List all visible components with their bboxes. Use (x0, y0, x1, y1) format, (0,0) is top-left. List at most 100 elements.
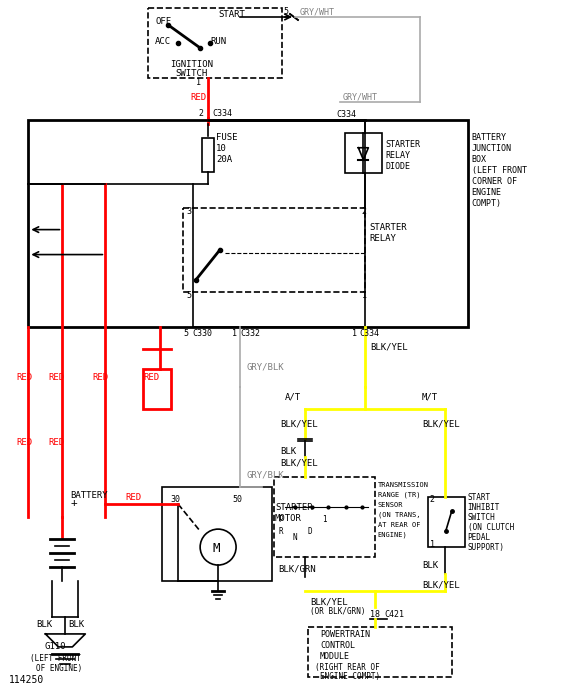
Text: 1: 1 (352, 329, 357, 338)
Text: C334: C334 (360, 329, 380, 338)
Text: SWITCH: SWITCH (468, 512, 496, 521)
Bar (143, 369, 171, 410)
Text: N: N (293, 532, 298, 542)
Text: D: D (308, 527, 312, 536)
Text: (OR BLK/GRN): (OR BLK/GRN) (310, 608, 366, 617)
Text: C330: C330 (192, 329, 212, 338)
Text: BLK/YEL: BLK/YEL (310, 598, 348, 606)
Text: BATTERY: BATTERY (70, 490, 108, 499)
Text: C332: C332 (240, 329, 260, 338)
Text: GRY/BLK: GRY/BLK (246, 471, 284, 480)
Text: 20A: 20A (216, 155, 232, 164)
Text: PEDAL: PEDAL (468, 532, 491, 542)
Text: G110: G110 (44, 642, 66, 652)
Text: INHIBIT: INHIBIT (468, 503, 500, 512)
Text: BLK/GRN: BLK/GRN (278, 565, 316, 573)
Text: RUN: RUN (210, 38, 226, 47)
Text: DIODE: DIODE (386, 162, 411, 172)
Text: BLK: BLK (36, 620, 53, 630)
Text: 1: 1 (196, 78, 201, 87)
Text: OF ENGINE): OF ENGINE) (36, 664, 83, 674)
Text: SENSOR: SENSOR (378, 502, 403, 508)
Text: MOTOR: MOTOR (275, 514, 302, 523)
Text: (ON CLUTCH: (ON CLUTCH (468, 523, 514, 532)
Text: (LEFT FRONT: (LEFT FRONT (31, 654, 81, 663)
Text: BLK/YEL: BLK/YEL (280, 420, 318, 429)
Text: MODULE: MODULE (320, 652, 350, 661)
Text: GRY/WHT: GRY/WHT (300, 8, 335, 16)
Text: STARTER: STARTER (275, 503, 312, 512)
Text: 5: 5 (183, 329, 188, 338)
Text: ENGINE): ENGINE) (378, 532, 408, 539)
Text: 1: 1 (430, 540, 435, 549)
Text: 10: 10 (216, 144, 227, 153)
Text: C334: C334 (212, 109, 232, 118)
Text: ACC: ACC (155, 38, 171, 47)
Text: (ON TRANS,: (ON TRANS, (378, 512, 420, 519)
Text: 2: 2 (198, 109, 203, 118)
Text: RED: RED (143, 373, 159, 382)
Text: STARTER: STARTER (386, 140, 421, 150)
Text: ENGINE COMPT): ENGINE COMPT) (320, 672, 380, 681)
Text: 114250: 114250 (9, 675, 44, 685)
Text: 2: 2 (362, 207, 367, 216)
Text: POWERTRAIN: POWERTRAIN (320, 630, 370, 639)
Text: SUPPORT): SUPPORT) (468, 543, 505, 552)
Text: A/T: A/T (285, 393, 301, 402)
Text: R: R (278, 527, 282, 536)
Text: 2: 2 (430, 495, 435, 504)
Text: BLK/YEL: BLK/YEL (422, 580, 459, 589)
Text: (RIGHT REAR OF: (RIGHT REAR OF (315, 663, 380, 672)
Text: 30: 30 (170, 495, 180, 504)
Text: FUSE: FUSE (216, 133, 238, 142)
Text: 5: 5 (186, 291, 191, 300)
Text: RELAY: RELAY (386, 151, 411, 161)
Text: M: M (212, 541, 219, 554)
Text: CONTROL: CONTROL (320, 641, 355, 650)
Text: 50: 50 (232, 495, 242, 504)
Text: START: START (468, 493, 491, 501)
Text: BLK: BLK (422, 560, 438, 569)
Text: C334: C334 (336, 110, 356, 119)
Text: P: P (278, 514, 282, 523)
Text: BLK/YEL: BLK/YEL (370, 343, 408, 352)
Text: OFF: OFF (155, 17, 171, 27)
Text: C421: C421 (385, 611, 405, 619)
Text: BLK: BLK (280, 447, 296, 456)
Text: AT REAR OF: AT REAR OF (378, 522, 420, 528)
Text: BLK/YEL: BLK/YEL (280, 459, 318, 468)
Text: RED: RED (16, 373, 32, 382)
Bar (345, 133, 382, 173)
Bar (428, 497, 465, 547)
Text: BOX: BOX (472, 155, 486, 164)
Text: CORNER OF: CORNER OF (472, 177, 517, 186)
Text: STARTER: STARTER (370, 223, 408, 232)
Text: GRY/BLK: GRY/BLK (246, 363, 284, 372)
Text: M/T: M/T (422, 393, 438, 402)
Text: 5: 5 (283, 8, 288, 16)
Text: RED: RED (190, 93, 206, 102)
Text: ENGINE: ENGINE (472, 188, 502, 197)
Text: +: + (70, 498, 77, 508)
Text: 3: 3 (186, 207, 191, 216)
Text: RED: RED (125, 493, 141, 501)
Text: COMPT): COMPT) (472, 199, 502, 208)
Text: RANGE (TR): RANGE (TR) (378, 492, 420, 499)
Text: 1: 1 (232, 329, 237, 338)
Text: RED: RED (48, 438, 65, 447)
Text: TRANSMISSION: TRANSMISSION (378, 482, 429, 488)
Bar (202, 138, 214, 172)
Text: (LEFT FRONT: (LEFT FRONT (472, 166, 527, 175)
Text: BLK: BLK (69, 620, 84, 630)
Text: START: START (218, 10, 245, 19)
Text: RED: RED (16, 438, 32, 447)
Text: RED: RED (92, 373, 108, 382)
Text: BATTERY: BATTERY (472, 133, 507, 142)
Text: RED: RED (48, 373, 65, 382)
Bar (162, 487, 272, 581)
Text: 18: 18 (370, 611, 380, 619)
Text: JUNCTION: JUNCTION (472, 144, 511, 153)
Text: GRY/WHT: GRY/WHT (343, 93, 378, 102)
Text: 1: 1 (322, 514, 327, 523)
Text: BLK/YEL: BLK/YEL (422, 420, 459, 429)
